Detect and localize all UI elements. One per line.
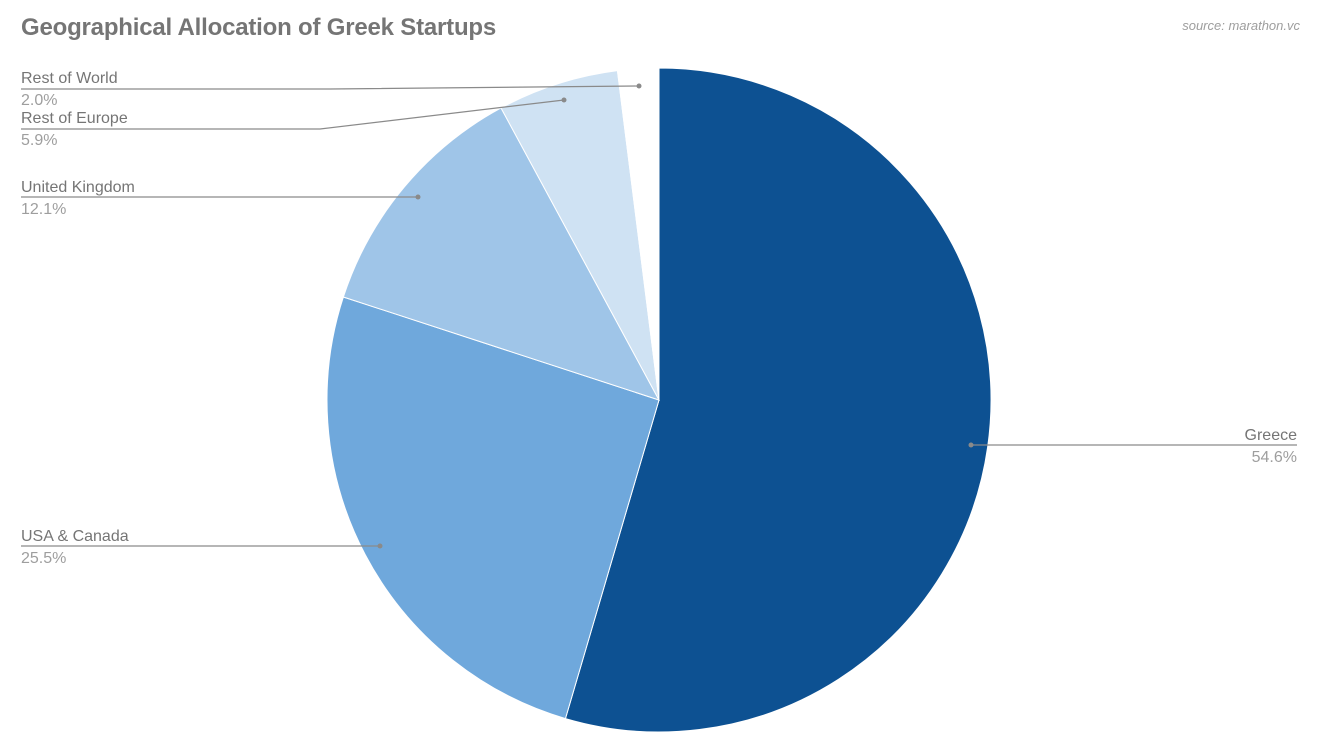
value-greece: 54.6% [1252, 449, 1297, 466]
value-rest-of-europe: 5.9% [21, 132, 57, 149]
label-greece: Greece [1245, 427, 1298, 444]
label-rest-of-world: Rest of World [21, 70, 118, 87]
leader-line-rest-of-europe [21, 99, 565, 130]
leader-dot-rest-of-europe [561, 97, 567, 103]
pie-slice-rest-of-world [616, 67, 660, 401]
leader-dot-usa-canada [377, 543, 383, 549]
slice-labels: Rest of World 2.0% Rest of Europe 5.9% U… [21, 70, 1297, 567]
leader-line-rest-of-world [21, 85, 640, 90]
leader-lines [21, 83, 1297, 549]
label-rest-of-europe: Rest of Europe [21, 110, 128, 127]
chart-source: source: marathon.vc [1182, 18, 1300, 33]
value-united-kingdom: 12.1% [21, 201, 66, 218]
label-united-kingdom: United Kingdom [21, 179, 135, 196]
pie-slice-usa-canada [326, 296, 660, 720]
pie-slices [326, 67, 992, 733]
pie-slice-greece [564, 67, 992, 733]
label-usa-canada: USA & Canada [21, 528, 129, 545]
leader-dot-greece [968, 442, 974, 448]
chart-title: Geographical Allocation of Greek Startup… [21, 14, 497, 41]
leader-dot-rest-of-world [636, 83, 642, 89]
value-usa-canada: 25.5% [21, 550, 66, 567]
pie-slice-united-kingdom [342, 107, 661, 401]
leader-dot-united-kingdom [415, 194, 421, 200]
value-rest-of-world: 2.0% [21, 92, 57, 109]
